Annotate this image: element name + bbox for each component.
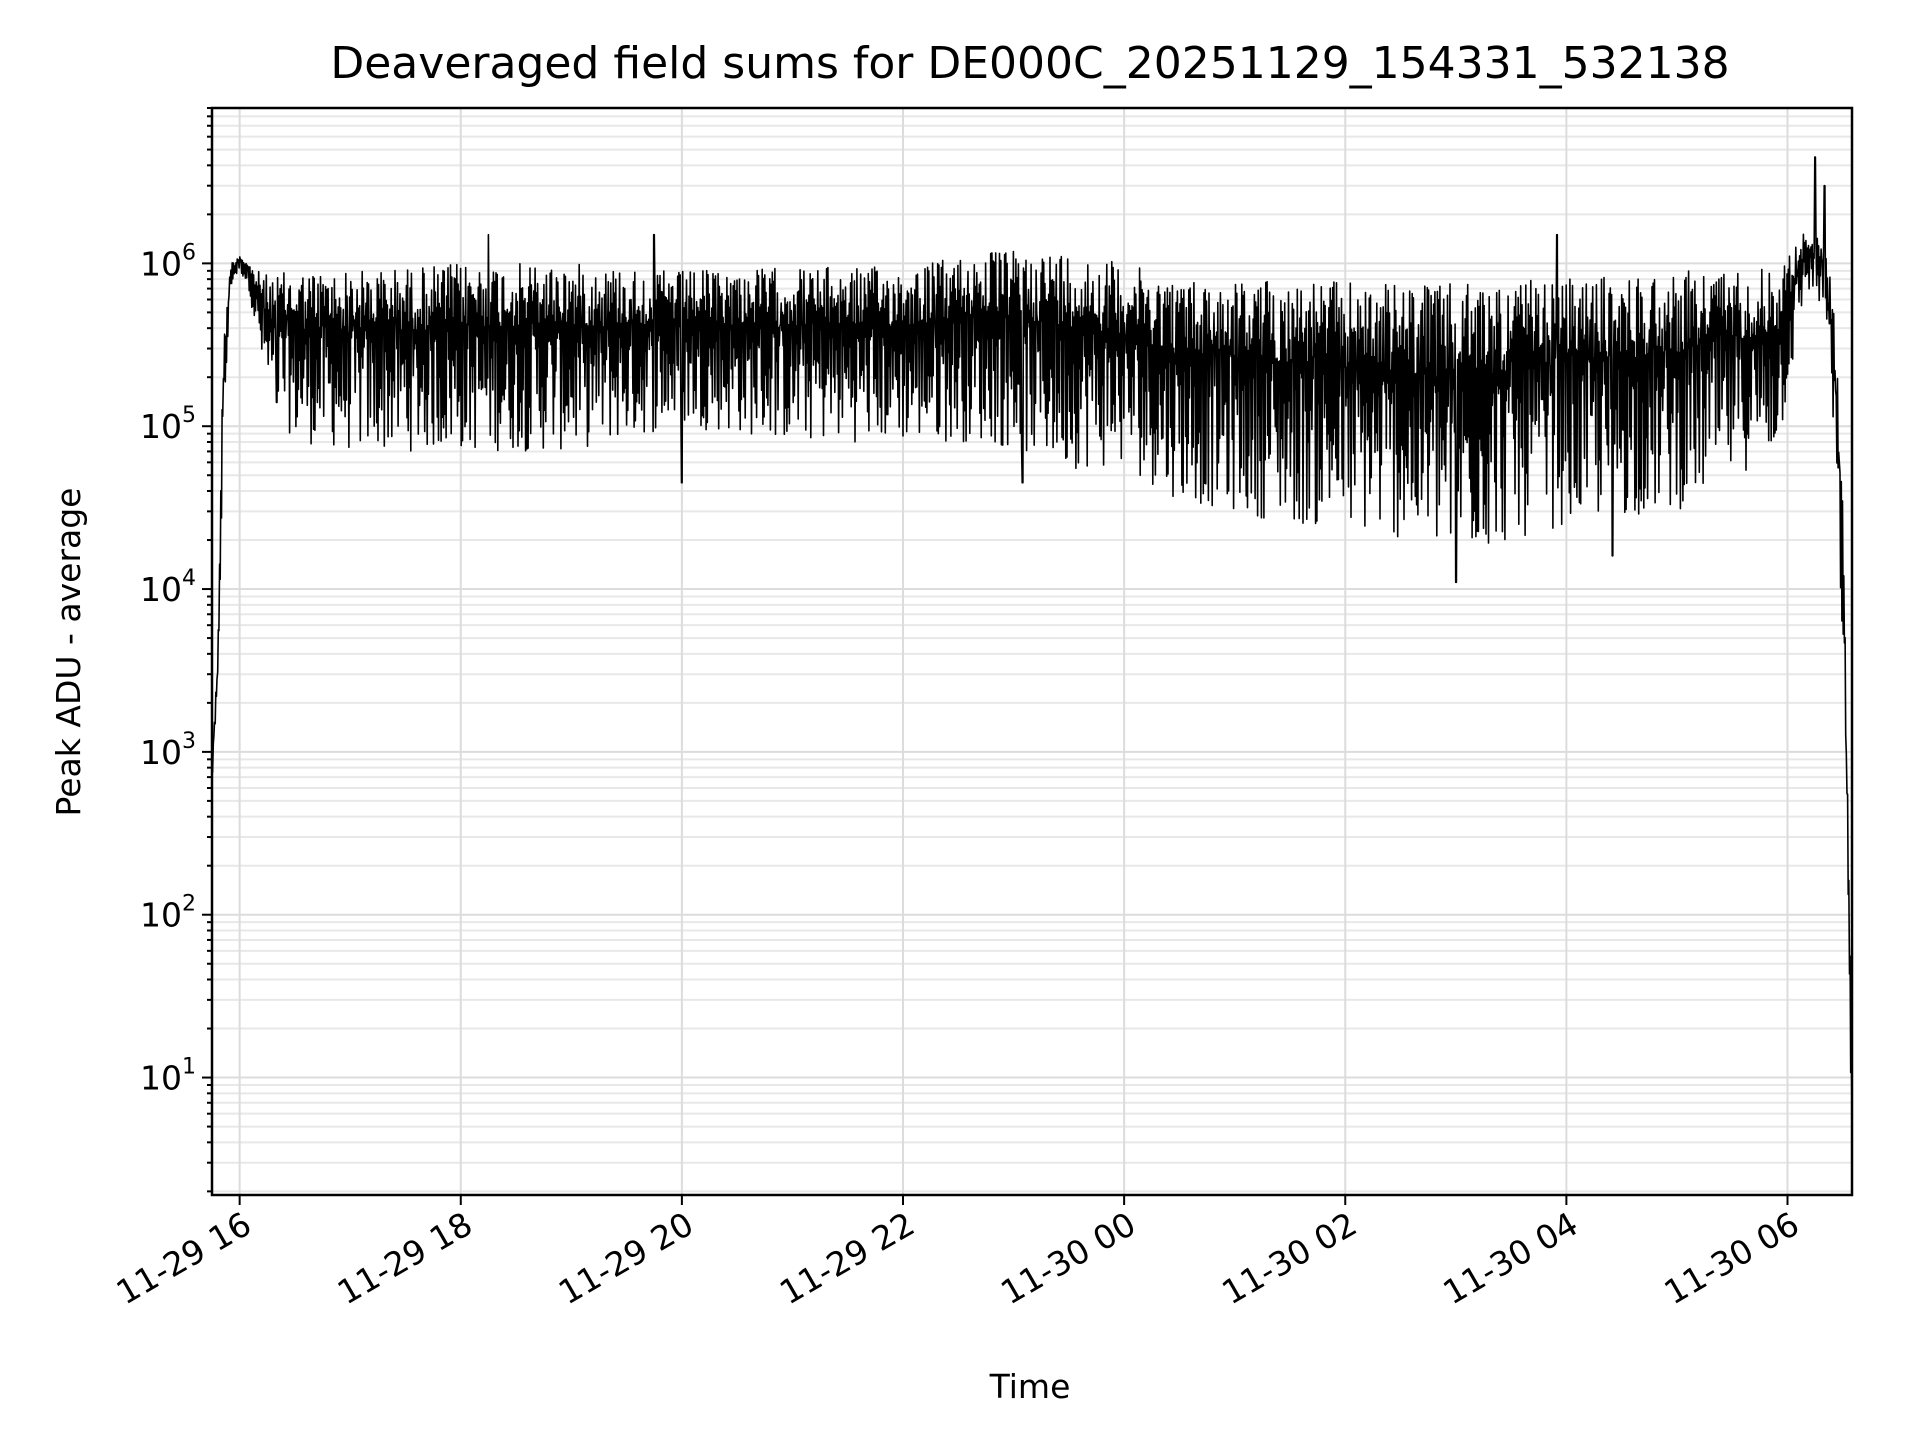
- y-tick-base: 10: [140, 407, 182, 446]
- chart-title: Deaveraged field sums for DE000C_2025112…: [330, 38, 1729, 89]
- y-tick-label: 103: [140, 729, 196, 772]
- y-tick-exponent: 3: [182, 729, 196, 754]
- y-tick-base: 10: [140, 244, 182, 283]
- series-area: [211, 156, 1853, 1115]
- y-tick-label: 102: [140, 892, 196, 935]
- x-axis-label: Time: [989, 1367, 1071, 1406]
- y-tick-label: 101: [140, 1055, 196, 1098]
- y-tick-exponent: 6: [182, 240, 196, 265]
- y-tick-label: 104: [140, 566, 196, 609]
- axis-ticks: [202, 107, 1789, 1205]
- plot-frame: [210, 106, 1854, 1197]
- y-axis-label: Peak ADU - average: [49, 488, 88, 817]
- y-tick-base: 10: [140, 896, 182, 935]
- y-tick-exponent: 4: [182, 566, 196, 591]
- y-tick-label: 106: [140, 240, 196, 283]
- y-tick-exponent: 1: [182, 1055, 196, 1080]
- y-tick-base: 10: [140, 570, 182, 609]
- y-tick-base: 10: [140, 1059, 182, 1098]
- y-tick-label: 105: [140, 403, 196, 446]
- y-tick-exponent: 5: [182, 403, 196, 428]
- y-tick-exponent: 2: [182, 892, 196, 917]
- y-tick-base: 10: [140, 733, 182, 772]
- series-line: [211, 156, 1853, 1115]
